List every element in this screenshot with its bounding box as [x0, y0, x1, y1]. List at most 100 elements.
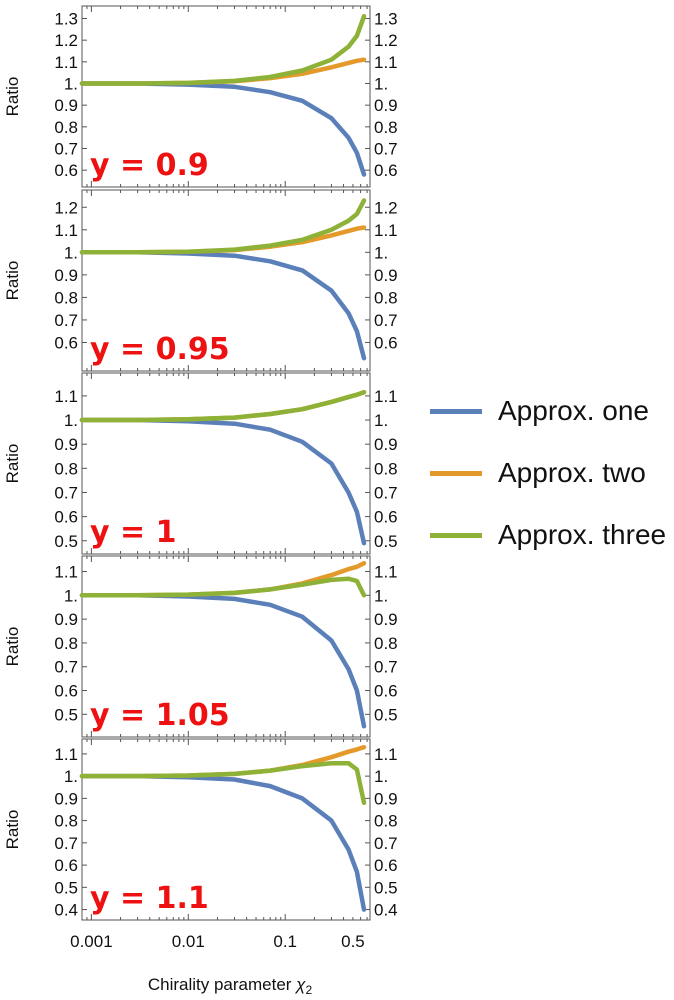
panel-2-ytick-label-left: 0.7	[54, 311, 78, 330]
panel-5-ytick-label-left: 0.6	[54, 856, 78, 875]
xtick-label: 0.001	[70, 932, 113, 951]
panel-3-ytick-label-left: 0.6	[54, 508, 78, 527]
panel-4-ytick-label-left: 0.7	[54, 658, 78, 677]
panel-3-ytick-label-left: 1.	[64, 411, 78, 430]
panel-5-series-approx-three	[79, 760, 367, 806]
panel-4-ytick-label-left: 0.8	[54, 634, 78, 653]
panel-4-ytick-label-right: 1.	[374, 586, 388, 605]
panel-4-ytick-label-left: 0.9	[54, 610, 78, 629]
panel-2-ytick-label-left: 0.8	[54, 288, 78, 307]
panel-1-ytick-label-left: 0.6	[54, 161, 78, 180]
panel-3-frame	[81, 372, 371, 555]
panel-3-ytick-label-right: 0.6	[374, 508, 398, 527]
panel-1-ytick-label-left: 1.3	[54, 10, 78, 29]
panel-1-ytick-label-right: 1.	[374, 75, 388, 94]
panel-3-ytick-label-right: 0.8	[374, 459, 398, 478]
panel-2-ytick-label-right: 1.	[374, 243, 388, 262]
panel-3-label: y = 1	[90, 515, 176, 550]
x-axis-label-symbol: χ	[294, 975, 306, 994]
panel-5-ytick-label-left: 0.4	[54, 901, 78, 920]
panel-3-ytick-label-right: 0.5	[374, 532, 398, 551]
legend: Approx. one Approx. two Approx. three	[430, 380, 666, 566]
panel-2-ytick-label-left: 1.2	[54, 198, 78, 217]
legend-label-approx-two: Approx. two	[498, 457, 646, 488]
panel-1-series-approx-three	[79, 14, 367, 86]
panel-2-ytick-label-left: 0.6	[54, 333, 78, 352]
panel-5-ytick-label-left: 0.5	[54, 878, 78, 897]
xtick-label: 0.01	[172, 932, 205, 951]
panel-5-series-approx-two	[79, 744, 367, 779]
panel-5-label: y = 1.1	[90, 881, 209, 916]
panel-5-ytick-label-left: 0.8	[54, 812, 78, 831]
panel-3-ytick-label-left: 0.8	[54, 459, 78, 478]
panel-4-ytick-label-right: 0.8	[374, 634, 398, 653]
panel-1-label: y = 0.9	[90, 148, 209, 183]
panel-2-ytick-label-left: 1.	[64, 243, 78, 262]
panel-3-series-approx-three	[79, 390, 367, 423]
panel-5-ytick-label-right: 0.7	[374, 834, 398, 853]
panel-5-ytick-label-right: 0.4	[374, 901, 398, 920]
panel-4-ytick-label-left: 1.	[64, 586, 78, 605]
panel-1-ytick-label-right: 0.6	[374, 161, 398, 180]
legend-item-approx-two: Approx. two	[430, 442, 666, 504]
legend-label-approx-one: Approx. one	[498, 395, 649, 426]
panel-1-frame	[81, 5, 371, 188]
panel-4-series-approx-three	[79, 576, 367, 598]
panel-5-ytick-label-right: 1.	[374, 767, 388, 786]
panel-2-ytick-label-right: 0.7	[374, 311, 398, 330]
panel-4-ytick-label-left: 0.5	[54, 705, 78, 724]
panel-3-ytick-label-left: 0.5	[54, 532, 78, 551]
panel-3-ytick-label-right: 0.9	[374, 435, 398, 454]
panel-1-ytick-label-left: 1.2	[54, 31, 78, 50]
x-axis-label: Chirality parameter χ2	[148, 975, 313, 997]
panel-3-ytick-label-right: 1.	[374, 411, 388, 430]
panel-5-ytick-label-right: 0.9	[374, 789, 398, 808]
panel-2-ytick-label-right: 0.8	[374, 288, 398, 307]
panel-4-ytick-label-left: 0.6	[54, 682, 78, 701]
panel-5-ytick-label-right: 1.1	[374, 745, 398, 764]
panel-2-label: y = 0.95	[90, 332, 230, 367]
legend-swatch-approx-one	[430, 408, 482, 414]
panel-2-ytick-label-right: 0.9	[374, 266, 398, 285]
panel-2-ytick-label-right: 0.6	[374, 333, 398, 352]
panel-2-series-approx-three	[79, 198, 367, 255]
panel-5-ytick-label-left: 1.1	[54, 745, 78, 764]
panel-1-ytick-label-left: 1.	[64, 75, 78, 94]
panel-5-ytick-label-left: 0.7	[54, 834, 78, 853]
legend-item-approx-three: Approx. three	[430, 504, 666, 566]
panel-3-ytick-label-right: 0.7	[374, 483, 398, 502]
panel-1-ytick-label-right: 0.8	[374, 118, 398, 137]
panel-4-ytick-label-left: 1.1	[54, 563, 78, 582]
panel-3-ytick-label-left: 1.1	[54, 387, 78, 406]
panel-5-ytick-label-right: 0.6	[374, 856, 398, 875]
panel-3-ylabel: Ratio	[3, 444, 22, 484]
panel-2-frame	[81, 189, 371, 372]
panel-2-ytick-label-right: 1.2	[374, 198, 398, 217]
panel-1-ylabel: Ratio	[3, 77, 22, 117]
panel-1-ytick-label-right: 1.2	[374, 31, 398, 50]
panel-5-frame	[81, 738, 371, 921]
panel-1-ytick-label-right: 0.7	[374, 140, 398, 159]
panel-1-ytick-label-left: 1.1	[54, 53, 78, 72]
panel-4-ytick-label-right: 0.9	[374, 610, 398, 629]
panel-1-ytick-label-right: 1.3	[374, 10, 398, 29]
panel-1-ytick-label-left: 0.9	[54, 96, 78, 115]
panel-5-ytick-label-left: 1.	[64, 767, 78, 786]
panel-2-ytick-label-right: 1.1	[374, 221, 398, 240]
panel-4-ytick-label-right: 1.1	[374, 563, 398, 582]
x-axis-label-subscript: 2	[305, 983, 312, 997]
panel-4-ytick-label-right: 0.7	[374, 658, 398, 677]
panel-4-ytick-label-right: 0.6	[374, 682, 398, 701]
panel-3-ytick-label-right: 1.1	[374, 387, 398, 406]
panel-5-ytick-label-right: 0.8	[374, 812, 398, 831]
panel-4-ytick-label-right: 0.5	[374, 705, 398, 724]
legend-label-approx-three: Approx. three	[498, 519, 667, 550]
xtick-label: 0.1	[273, 932, 297, 951]
legend-swatch-approx-three	[430, 532, 482, 538]
panel-1-ytick-label-left: 0.8	[54, 118, 78, 137]
panel-1-ytick-label-right: 1.1	[374, 53, 398, 72]
panel-2-ytick-label-left: 1.1	[54, 221, 78, 240]
panel-2-ytick-label-left: 0.9	[54, 266, 78, 285]
xtick-label: 0.5	[341, 932, 365, 951]
